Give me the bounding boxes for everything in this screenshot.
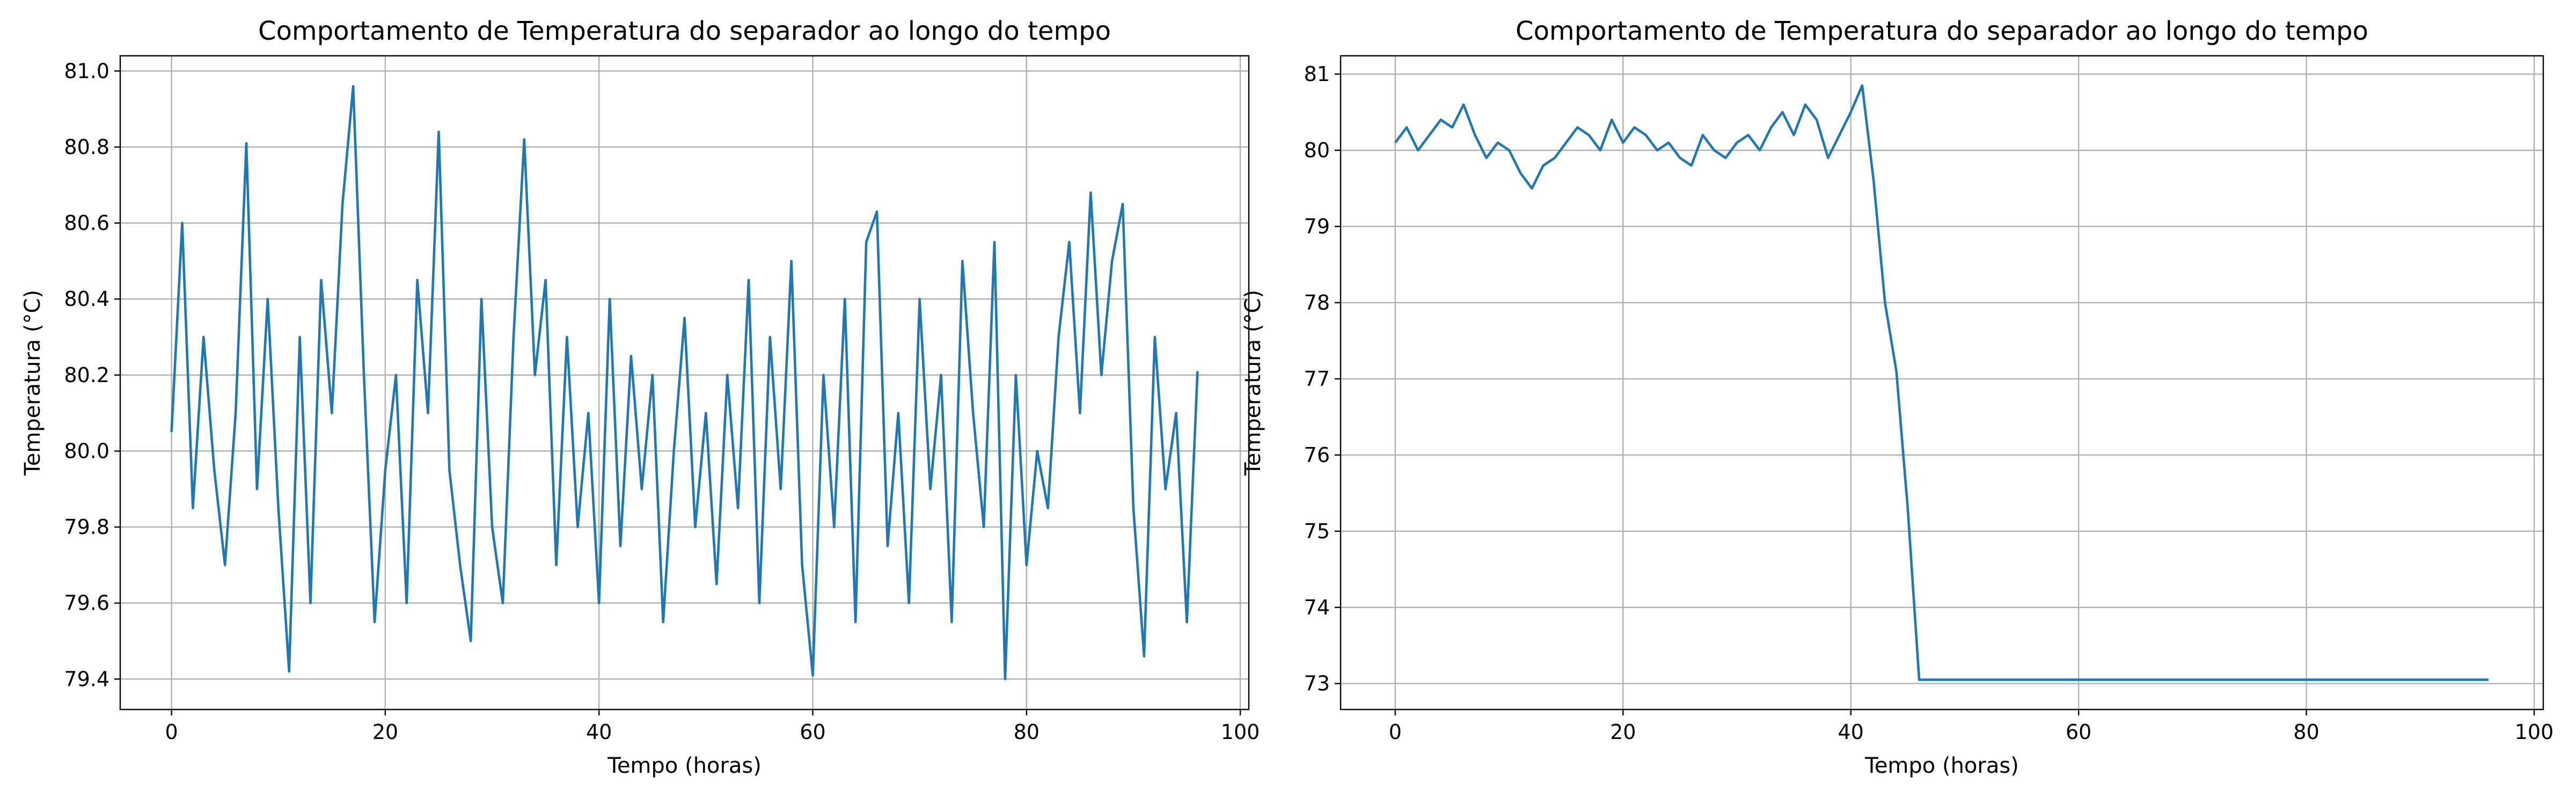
x-tick-label: 40 (586, 720, 612, 744)
x-axis-label: Tempo (horas) (607, 753, 762, 778)
x-tick-label: 80 (2293, 720, 2319, 744)
x-tick-label: 80 (1014, 720, 1040, 744)
y-tick-label: 73 (1304, 672, 1330, 696)
y-tick-label: 78 (1304, 291, 1330, 314)
x-tick-label: 20 (1610, 720, 1636, 744)
y-tick-label: 81.0 (64, 59, 109, 83)
x-tick-label: 100 (1221, 720, 1260, 744)
axes-frame (119, 55, 1250, 711)
y-tick-label: 80 (1304, 138, 1330, 162)
y-tick-label: 81 (1304, 62, 1330, 86)
y-tick-label: 79.4 (64, 667, 109, 691)
chart-title: Comportamento de Temperatura do separado… (258, 16, 1111, 46)
x-tick-label: 60 (2066, 720, 2091, 744)
x-tick-label: 0 (165, 720, 178, 744)
x-tick-label: 0 (1389, 720, 1402, 744)
y-tick-label: 75 (1304, 519, 1330, 543)
axes-frame (1340, 55, 2544, 711)
y-tick-label: 80.0 (64, 439, 109, 463)
line-series (1394, 84, 2489, 681)
x-tick-label: 100 (2515, 720, 2554, 744)
y-tick-label: 77 (1304, 367, 1330, 391)
x-tick-label: 60 (800, 720, 825, 744)
y-tick-label: 80.2 (64, 363, 109, 387)
y-tick-label: 79.6 (64, 591, 109, 615)
x-axis-label: Tempo (horas) (1864, 753, 2019, 778)
chart-title: Comportamento de Temperatura do separado… (1516, 16, 2368, 46)
y-tick-label: 79.8 (64, 515, 109, 539)
y-axis-label: Temperatura (°C) (1241, 290, 1265, 476)
x-tick-label: 40 (1838, 720, 1864, 744)
x-tick-label: 20 (372, 720, 398, 744)
y-axis-label: Temperatura (°C) (20, 290, 45, 476)
y-tick-label: 80.8 (64, 135, 109, 159)
y-tick-label: 74 (1304, 596, 1330, 619)
y-tick-label: 76 (1304, 443, 1330, 467)
line-series (170, 85, 1199, 680)
y-tick-label: 79 (1304, 215, 1330, 238)
y-tick-label: 80.4 (64, 287, 109, 311)
y-tick-label: 80.6 (64, 211, 109, 235)
